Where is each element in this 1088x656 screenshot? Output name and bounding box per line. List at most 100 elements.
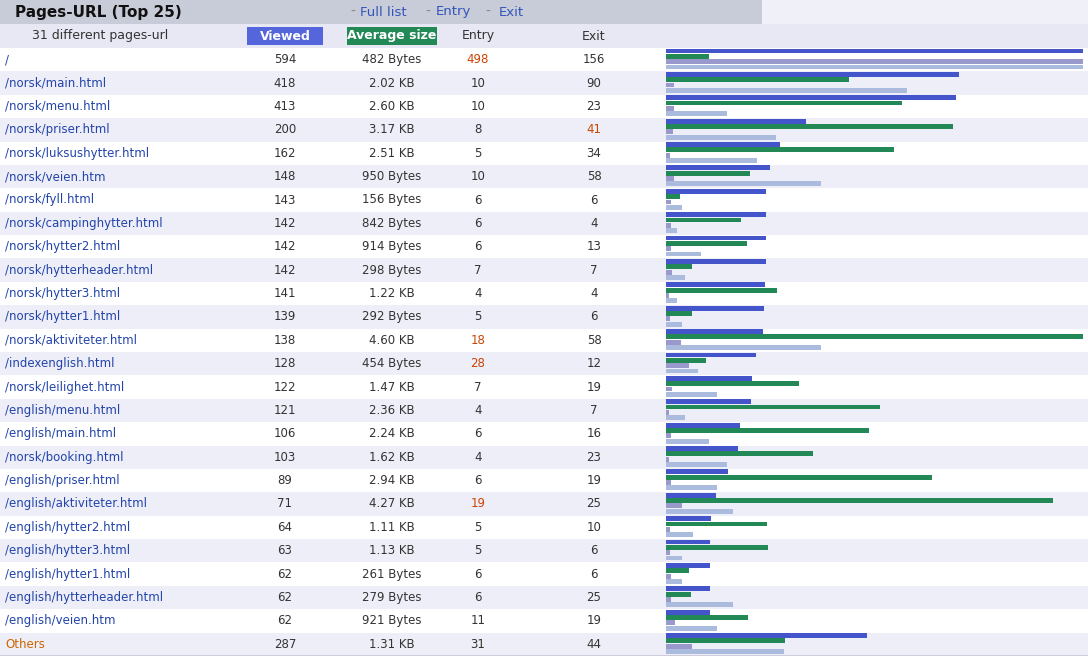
Text: 13: 13 xyxy=(586,240,602,253)
Text: 2.36 KB: 2.36 KB xyxy=(369,404,415,417)
Text: /english/hytter3.html: /english/hytter3.html xyxy=(5,544,131,557)
Bar xyxy=(666,259,766,264)
Text: 914 Bytes: 914 Bytes xyxy=(362,240,422,253)
Bar xyxy=(666,462,728,467)
Bar xyxy=(666,100,902,106)
Text: 7: 7 xyxy=(474,264,482,277)
Text: 6: 6 xyxy=(591,310,597,323)
Text: 139: 139 xyxy=(274,310,296,323)
Text: 594: 594 xyxy=(274,53,296,66)
Text: 31 different pages-url: 31 different pages-url xyxy=(32,30,169,43)
Bar xyxy=(666,597,671,602)
Bar xyxy=(0,655,1088,656)
Bar xyxy=(666,54,708,58)
Bar xyxy=(666,405,880,409)
Text: 298 Bytes: 298 Bytes xyxy=(362,264,422,277)
Bar xyxy=(666,88,906,92)
Text: 279 Bytes: 279 Bytes xyxy=(362,591,422,604)
Text: 4: 4 xyxy=(474,287,482,300)
Bar xyxy=(666,545,768,550)
Bar xyxy=(666,246,671,251)
Bar xyxy=(666,446,739,451)
Bar xyxy=(666,176,675,181)
Bar xyxy=(666,504,682,508)
Bar xyxy=(666,386,672,392)
Text: 4: 4 xyxy=(474,404,482,417)
Bar xyxy=(666,644,692,649)
Bar xyxy=(666,649,783,654)
Text: 1.11 KB: 1.11 KB xyxy=(369,521,415,534)
Bar xyxy=(666,252,701,256)
Bar xyxy=(0,258,1088,282)
Text: /norsk/hytterheader.html: /norsk/hytterheader.html xyxy=(5,264,153,277)
Bar xyxy=(347,27,437,45)
Bar xyxy=(666,485,717,490)
Bar xyxy=(0,609,1088,632)
Bar xyxy=(0,72,1088,94)
Bar xyxy=(0,632,1088,656)
Bar xyxy=(0,422,1088,445)
Text: 2.02 KB: 2.02 KB xyxy=(369,77,415,90)
Text: 287: 287 xyxy=(274,638,296,651)
Bar xyxy=(666,568,689,573)
Text: 11: 11 xyxy=(470,615,485,627)
Bar xyxy=(666,293,669,298)
Text: 6: 6 xyxy=(474,217,482,230)
Bar xyxy=(666,106,675,111)
Bar xyxy=(666,129,672,134)
Bar xyxy=(666,212,766,217)
Bar xyxy=(0,188,1088,212)
Bar xyxy=(666,153,670,157)
Text: Entry: Entry xyxy=(461,30,495,43)
Text: 4: 4 xyxy=(474,451,482,464)
Text: 28: 28 xyxy=(471,358,485,370)
Bar xyxy=(666,422,741,428)
Bar xyxy=(0,24,1088,48)
Bar xyxy=(666,451,813,456)
Text: /norsk/booking.html: /norsk/booking.html xyxy=(5,451,124,464)
Text: Average size: Average size xyxy=(347,30,436,43)
Text: 122: 122 xyxy=(274,380,296,394)
Bar xyxy=(666,428,869,433)
Bar xyxy=(666,165,770,171)
Bar xyxy=(0,165,1088,188)
Bar xyxy=(0,282,1088,305)
Text: 1.47 KB: 1.47 KB xyxy=(369,380,415,394)
Text: /norsk/leilighet.html: /norsk/leilighet.html xyxy=(5,380,124,394)
Text: 7: 7 xyxy=(591,264,597,277)
Bar xyxy=(666,241,747,246)
Bar xyxy=(666,205,682,210)
Text: 18: 18 xyxy=(471,334,485,347)
Text: 19: 19 xyxy=(586,380,602,394)
Bar xyxy=(666,218,741,222)
Text: 10: 10 xyxy=(471,77,485,90)
Bar xyxy=(666,493,716,498)
Bar xyxy=(666,329,763,334)
Text: Viewed: Viewed xyxy=(260,30,310,43)
Bar xyxy=(666,49,1083,53)
Bar xyxy=(666,223,671,228)
Text: 10: 10 xyxy=(586,521,602,534)
Text: 6: 6 xyxy=(591,544,597,557)
Text: 5: 5 xyxy=(474,544,482,557)
Bar xyxy=(666,236,766,240)
Bar xyxy=(666,470,729,474)
Text: Full list: Full list xyxy=(360,5,406,18)
Text: /english/hytter2.html: /english/hytter2.html xyxy=(5,521,131,534)
Text: /norsk/priser.html: /norsk/priser.html xyxy=(5,123,110,136)
Text: 1.62 KB: 1.62 KB xyxy=(369,451,415,464)
Text: 62: 62 xyxy=(277,615,293,627)
Text: 7: 7 xyxy=(474,380,482,394)
Bar xyxy=(666,369,698,373)
Text: 3.17 KB: 3.17 KB xyxy=(369,123,415,136)
Bar xyxy=(666,199,671,205)
Text: /english/priser.html: /english/priser.html xyxy=(5,474,120,487)
Text: 25: 25 xyxy=(586,591,602,604)
Bar xyxy=(666,189,766,194)
Bar xyxy=(666,282,765,287)
Bar xyxy=(666,498,1053,503)
Bar xyxy=(666,182,821,186)
Text: 142: 142 xyxy=(274,264,296,277)
Text: /english/hytterheader.html: /english/hytterheader.html xyxy=(5,591,163,604)
Text: 2.60 KB: 2.60 KB xyxy=(369,100,415,113)
